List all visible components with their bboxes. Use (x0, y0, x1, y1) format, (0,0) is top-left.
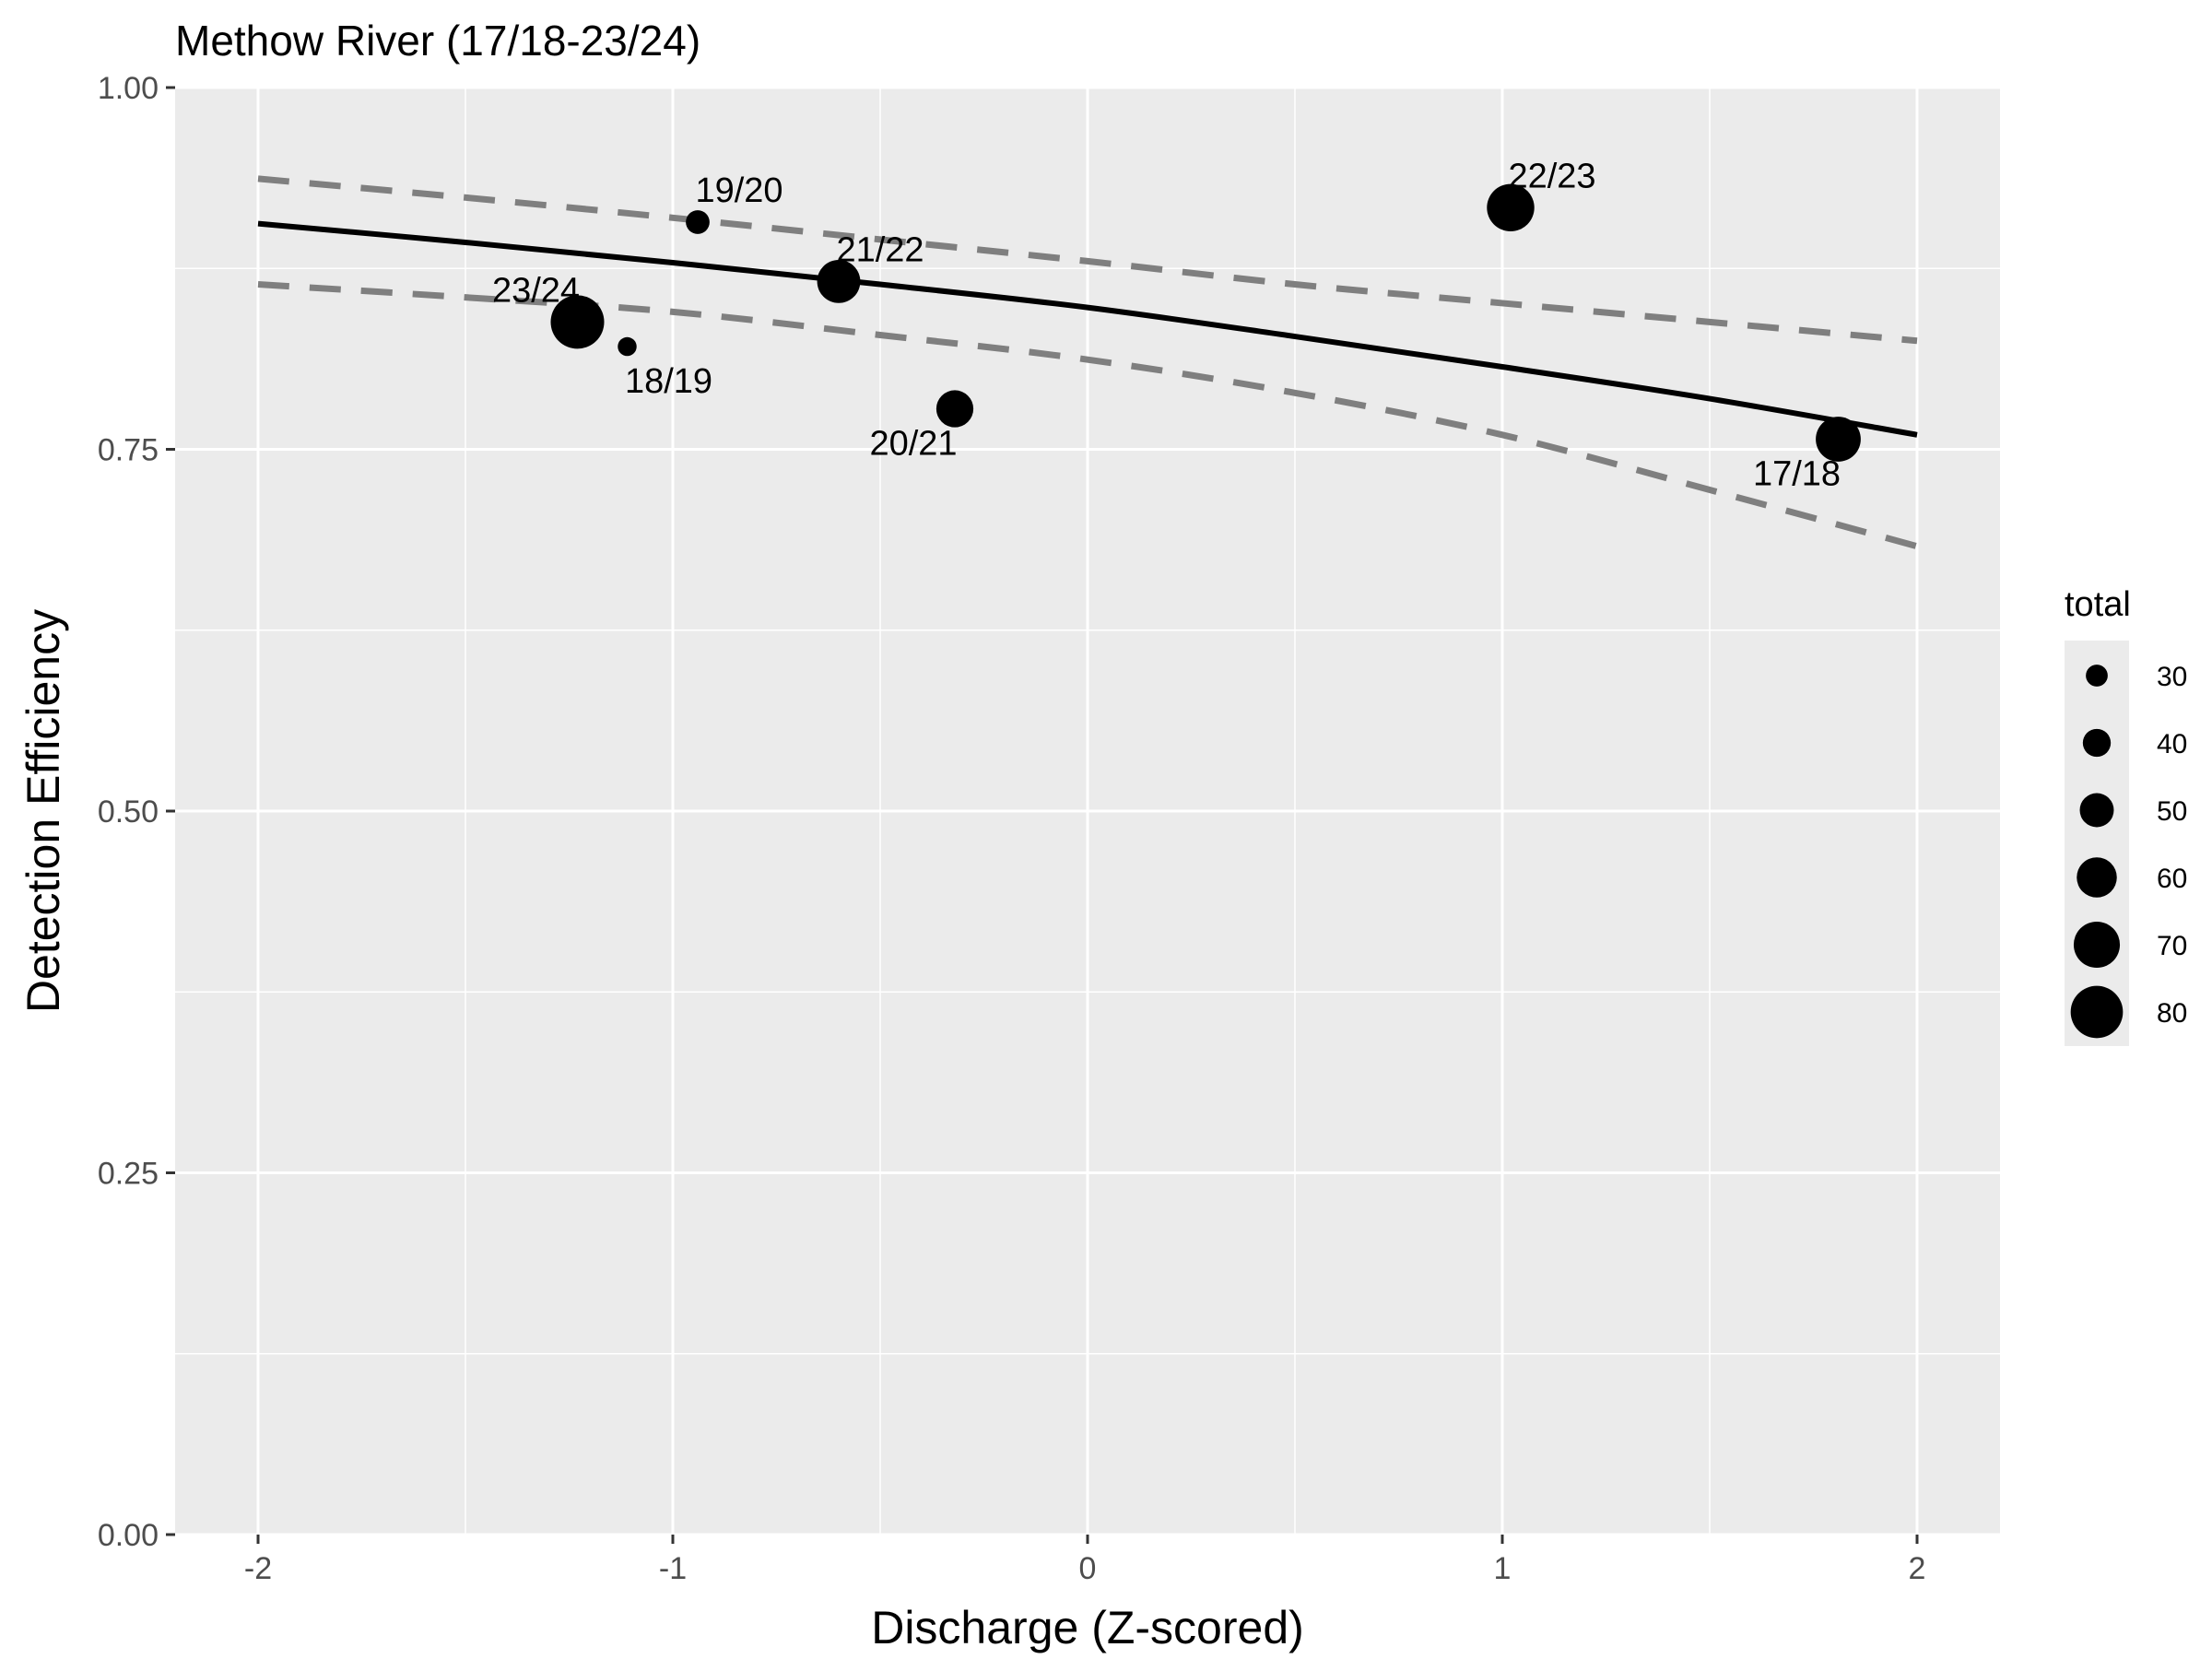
y-axis-title: Detection Efficiency (18, 609, 69, 1013)
point-label: 23/24 (492, 271, 580, 310)
y-tick-label: 0.75 (98, 433, 159, 468)
legend-title: total (2065, 585, 2131, 624)
legend-symbol (2073, 921, 2121, 969)
x-tick-label: -1 (659, 1551, 687, 1586)
legend-label: 70 (2157, 931, 2187, 961)
legend-key-background (2065, 641, 2129, 1046)
x-tick-label: -2 (244, 1551, 272, 1586)
data-point (817, 259, 861, 303)
legend-label: 80 (2157, 998, 2187, 1029)
upper-confidence-band (257, 175, 1918, 345)
point-label: 22/23 (1508, 157, 1595, 195)
data-point (1816, 417, 1861, 462)
point-label: 17/18 (1753, 455, 1841, 494)
legend-symbol (2082, 728, 2112, 758)
data-point (935, 390, 974, 428)
data-point (550, 295, 605, 349)
x-tick-label: 0 (1079, 1551, 1097, 1586)
legend-symbol (2086, 665, 2108, 687)
data-points (550, 183, 1861, 462)
x-axis: -2 -1 0 1 2 (244, 1535, 1926, 1586)
fit-line-path (257, 220, 1918, 438)
x-tick-label: 1 (1494, 1551, 1512, 1586)
y-axis: 0.00 0.25 0.50 0.75 1.00 (98, 71, 175, 1553)
fit-line (257, 220, 1918, 438)
y-tick-label: 0.50 (98, 794, 159, 830)
legend-symbol (2070, 985, 2124, 1039)
legend: total 30 40 50 60 70 80 (2065, 585, 2187, 1046)
point-label: 20/21 (869, 425, 957, 464)
legend-label: 50 (2157, 796, 2187, 827)
legend-entries: 30 40 50 60 70 80 (2070, 662, 2187, 1039)
chart-title: Methow River (17/18-23/24) (175, 17, 700, 65)
x-axis-title: Discharge (Z-scored) (871, 1602, 1304, 1653)
data-point (686, 210, 710, 234)
point-label: 18/19 (625, 362, 712, 401)
y-tick-label: 0.00 (98, 1518, 159, 1553)
point-label: 19/20 (695, 171, 782, 210)
lower-band-line (257, 281, 1918, 550)
y-tick-label: 0.25 (98, 1157, 159, 1192)
data-point (1487, 183, 1535, 232)
point-labels: 17/18 18/19 19/20 20/21 21/22 22/23 23/24 (492, 157, 1841, 493)
legend-label: 30 (2157, 662, 2187, 692)
legend-label: 60 (2157, 864, 2187, 894)
data-point (618, 336, 637, 357)
upper-band-line (257, 175, 1918, 345)
legend-symbol (2077, 857, 2117, 898)
x-tick-label: 2 (1909, 1551, 1926, 1586)
point-label: 21/22 (836, 230, 924, 269)
lower-confidence-band (257, 281, 1918, 550)
y-tick-label: 1.00 (98, 71, 159, 106)
legend-label: 40 (2157, 729, 2187, 759)
legend-symbol (2079, 793, 2114, 828)
